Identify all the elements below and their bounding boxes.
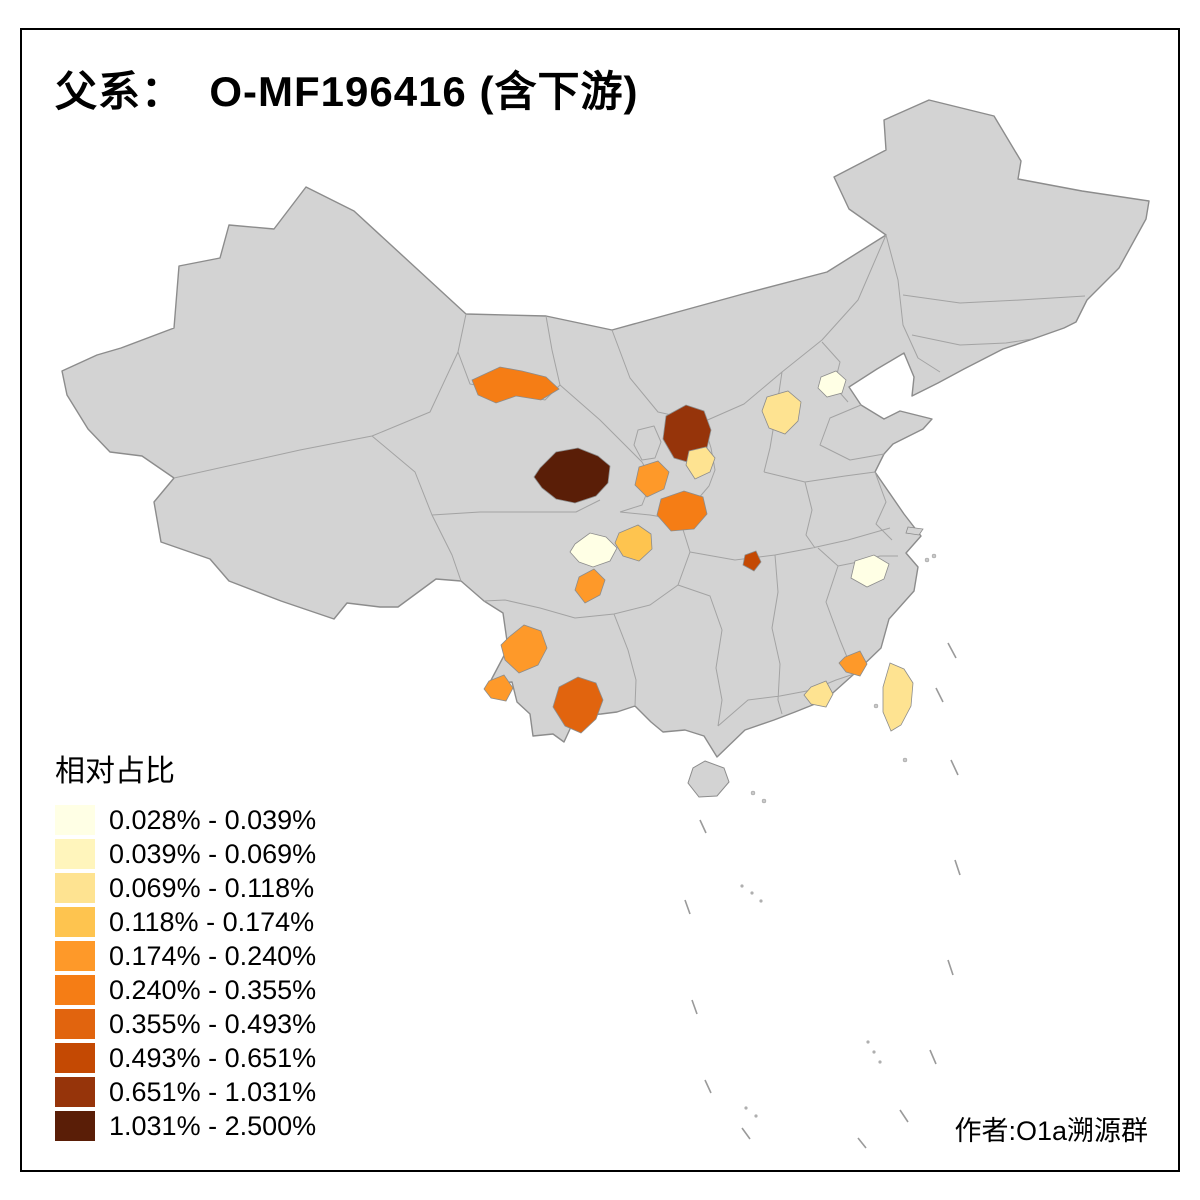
region-hebei-south [761,390,802,435]
legend-label: 0.493% - 0.651% [109,1042,317,1073]
legend-item: 0.651% - 1.031% [55,1076,316,1108]
region-yunnan-west [483,674,514,702]
region-pingliang [634,460,670,498]
legend-label: 0.118% - 0.174% [109,906,315,937]
legend-item: 0.069% - 0.118% [55,872,316,904]
legend-label: 0.355% - 0.493% [109,1008,317,1039]
legend-label: 0.039% - 0.069% [109,838,317,869]
legend-label: 0.240% - 0.355% [109,974,317,1005]
region-hanzhong-ankang [656,490,708,532]
region-yaan-leshan [574,568,606,604]
legend-item: 0.493% - 0.651% [55,1042,316,1074]
region-mianyang [614,524,653,562]
legend-swatch [55,873,95,903]
hainan-island [687,760,730,798]
legend-swatch [55,1043,95,1073]
region-guangdong-east [803,680,834,708]
legend-swatch [55,1111,95,1141]
legend-item: 1.031% - 2.500% [55,1110,316,1142]
legend-label: 0.651% - 1.031% [109,1076,317,1107]
legend-title: 相对占比 [55,755,175,788]
legend-rows: 0.028% - 0.039% 0.039% - 0.069% 0.069% - 0… [55,804,316,1142]
legend-swatch [55,1009,95,1039]
china-outline [61,99,1150,758]
region-taiwan [882,662,914,732]
sea-islands [740,553,937,1118]
nine-dash-line [684,642,961,1149]
legend-swatch [55,1077,95,1107]
legend-swatch [55,839,95,869]
region-qinghai-east [533,447,611,504]
legend-item: 0.028% - 0.039% [55,804,316,836]
region-hubei-dot [742,550,762,572]
legend-item: 0.355% - 0.493% [55,1008,316,1040]
legend-label: 0.069% - 0.118% [109,872,315,903]
region-zhejiang-north [850,554,890,588]
region-hexi-corridor [471,366,560,404]
legend-item: 0.039% - 0.069% [55,838,316,870]
legend-swatch [55,975,95,1005]
chongming-island [905,526,924,536]
region-aba [569,532,618,568]
highlighted-regions [471,366,914,734]
region-yanan [685,446,716,480]
legend: 相对占比 0.028% - 0.039% 0.039% - 0.069% 0.069… [55,746,316,1144]
province-borders [173,234,1086,727]
region-fujian-coast [838,650,868,677]
author-credit: 作者:O1a溯源群 [954,1116,1148,1146]
legend-item: 0.240% - 0.355% [55,974,316,1006]
legend-swatch [55,907,95,937]
legend-swatch [55,805,95,835]
legend-label: 0.174% - 0.240% [109,940,317,971]
map-title: 父系： O-MF196416 (含下游) [55,68,639,115]
region-yuxi-honghe [552,676,604,734]
region-beijing-area [817,370,847,398]
islands [687,526,924,798]
legend-item: 0.174% - 0.240% [55,940,316,972]
legend-label: 1.031% - 2.500% [109,1110,317,1141]
legend-item: 0.118% - 0.174% [55,906,316,938]
legend-label: 0.028% - 0.039% [109,804,317,835]
legend-swatch [55,941,95,971]
region-dali [500,624,548,674]
